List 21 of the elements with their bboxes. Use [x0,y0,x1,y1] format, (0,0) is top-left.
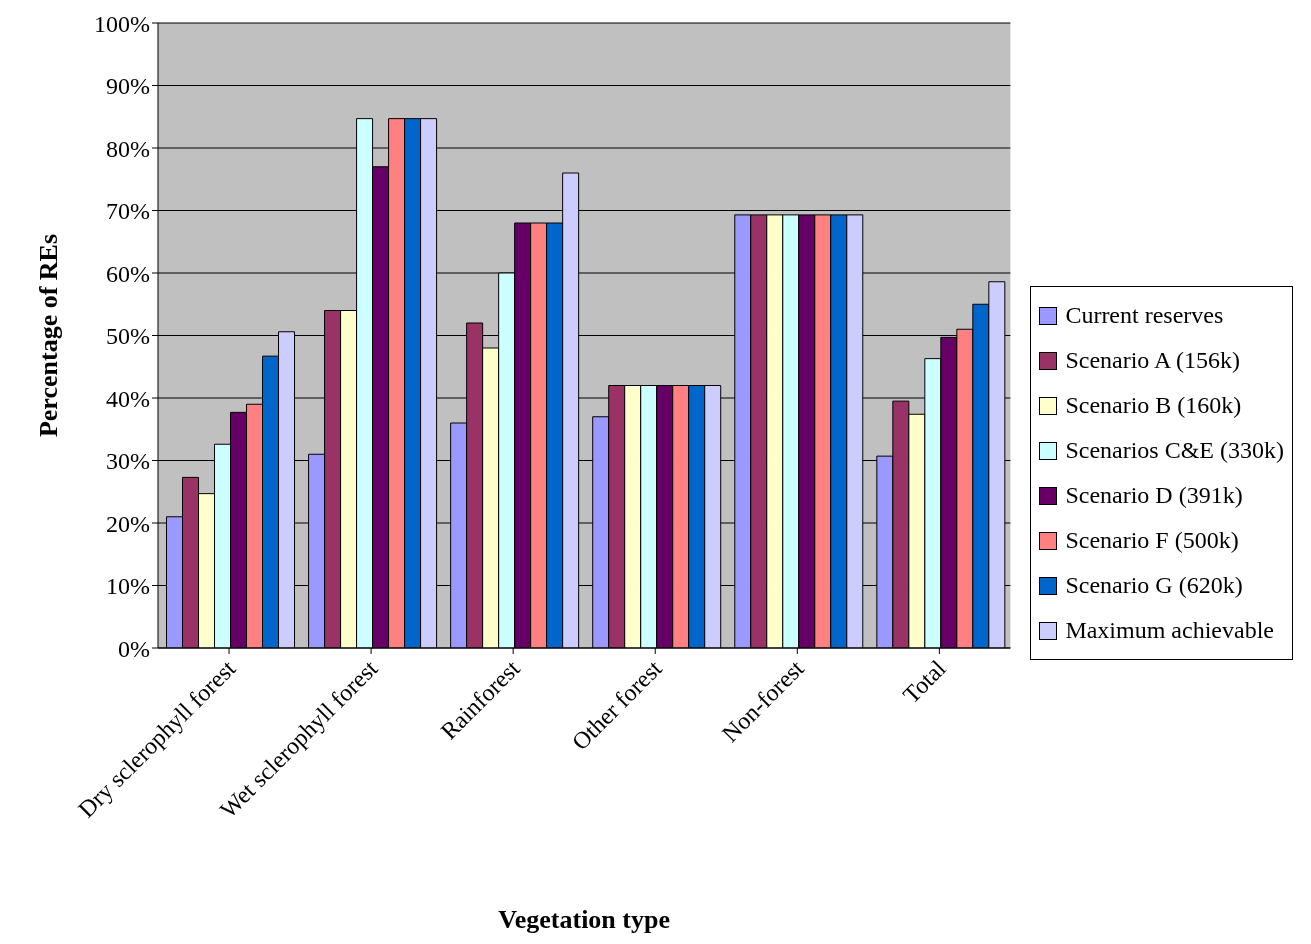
legend-label: Scenario B (160k) [1065,392,1242,419]
y-tick-label: 0% [118,635,150,662]
y-tick-label: 50% [106,323,150,350]
y-tick-label: 90% [106,73,150,100]
y-tick-label: 70% [106,198,150,225]
legend-label: Scenarios C&E (330k) [1065,437,1284,464]
legend-label: Scenario F (500k) [1065,527,1239,554]
legend-label: Scenario A (156k) [1065,347,1241,374]
y-tick-label: 80% [106,135,150,162]
legend-label: Scenario D (391k) [1065,482,1243,509]
y-tick-label: 60% [106,260,150,287]
y-axis-title: Percentage of REs [34,233,64,438]
y-tick-label: 40% [106,385,150,412]
legend-label: Scenario G (620k) [1065,572,1243,599]
y-tick-label: 10% [106,573,150,600]
legend-label: Current reserves [1065,302,1224,329]
y-tick-label: 100% [94,10,150,37]
legend-label: Maximum achievable [1065,617,1274,644]
y-tick-label: 30% [106,448,150,475]
x-axis-title: Vegetation type [498,905,671,934]
y-tick-label: 20% [106,510,150,537]
